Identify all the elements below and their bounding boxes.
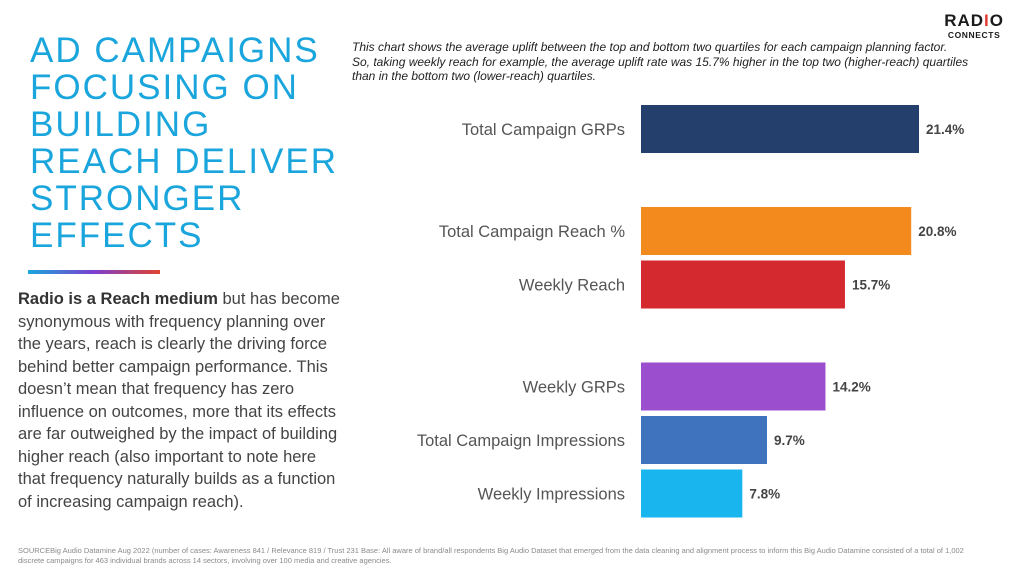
page-headline: AD CAMPAIGNS FOCUSING ON BUILDING REACH … <box>30 31 339 255</box>
bar-3 <box>641 362 826 411</box>
value-label-1: 20.8% <box>918 224 956 239</box>
category-label-0: Total Campaign GRPs <box>462 121 625 139</box>
bar-5 <box>641 469 743 518</box>
body-paragraph: Radio is a Reach medium but has become s… <box>18 288 348 513</box>
category-label-2: Weekly Reach <box>519 277 625 295</box>
chart-note-line-2: So, taking weekly reach for example, the… <box>352 54 969 84</box>
chart-note: This chart shows the average uplift betw… <box>352 40 992 84</box>
value-label-2: 15.7% <box>852 278 890 293</box>
body-lead-text: Radio is a Reach medium <box>18 290 218 308</box>
logo-subtext: CONNECTS <box>947 30 1001 40</box>
bar-4 <box>641 416 768 464</box>
value-label-0: 21.4% <box>926 122 964 137</box>
uplift-bar-chart: Total Campaign GRPs 21.4% Total Campaign R… <box>417 105 964 518</box>
category-label-4: Total Campaign Impressions <box>417 432 625 450</box>
bar-2 <box>641 260 845 309</box>
category-label-3: Weekly GRPs <box>523 379 625 397</box>
logo-wordmark: RADIO <box>944 12 1004 29</box>
bar-1 <box>641 207 912 255</box>
logo-text-o: O <box>989 11 1004 30</box>
source-footnote: SOURCEBig Audio Datamine Aug 2022 (numbe… <box>18 546 964 565</box>
value-label-4: 9.7% <box>774 433 805 448</box>
chart-note-line-1: This chart shows the average uplift betw… <box>352 40 948 54</box>
value-label-3: 14.2% <box>832 380 870 395</box>
category-label-1: Total Campaign Reach % <box>439 223 626 241</box>
logo-text-i: I <box>984 11 990 30</box>
logo-text-rad: RAD <box>944 11 985 30</box>
bar-0 <box>641 105 919 153</box>
body-rest-text: but has become synonymous with frequency… <box>18 290 340 511</box>
value-label-5: 7.8% <box>749 487 780 502</box>
radio-connects-logo: RADIO CONNECTS <box>944 12 1004 40</box>
gradient-divider <box>28 270 160 274</box>
category-label-5: Weekly Impressions <box>478 486 625 504</box>
